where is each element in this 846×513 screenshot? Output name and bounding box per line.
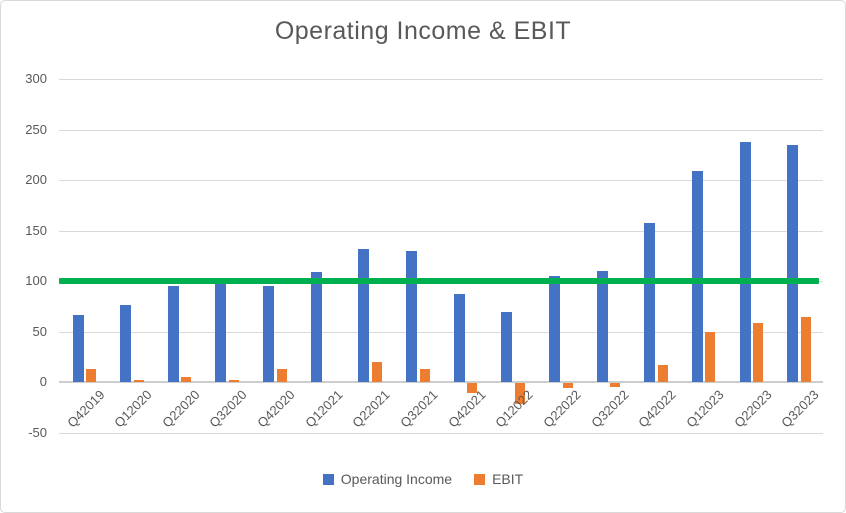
bar-operating-income-q42021 (453, 294, 465, 382)
bar-operating-income-q42019 (72, 315, 84, 382)
bar-operating-income-q42020 (263, 286, 275, 382)
bar-ebit-q42022 (657, 364, 668, 382)
bar-operating-income-q22020 (167, 286, 179, 382)
y-axis-tick-label-300: 300 (25, 71, 47, 86)
gridline-300 (59, 79, 823, 80)
bar-ebit-q42019 (86, 368, 96, 382)
bar-operating-income-q12020 (120, 305, 132, 382)
bar-ebit-q32022 (610, 383, 621, 388)
bar-operating-income-q12022 (501, 312, 513, 382)
bar-ebit-q32023 (800, 317, 811, 382)
bar-operating-income-q22021 (358, 248, 370, 382)
gridline-250 (59, 129, 823, 131)
bar-operating-income-q22022 (549, 275, 560, 382)
bar-ebit-q42021 (467, 383, 478, 394)
legend: Operating Income EBIT (1, 471, 845, 487)
gridline-50 (59, 331, 823, 333)
y-axis-tick-label-150: 150 (25, 222, 47, 238)
bar-operating-income-q42022 (644, 223, 656, 382)
bar-operating-income-q12021 (310, 271, 322, 382)
legend-label-ebit: EBIT (492, 471, 524, 487)
legend-item-ebit: EBIT (474, 471, 523, 487)
bar-operating-income-q32023 (787, 144, 799, 382)
bar-ebit-q32021 (419, 368, 430, 382)
legend-swatch-operating-income (322, 473, 334, 485)
y-axis-tick-label--50: -50 (28, 424, 47, 440)
bar-ebit-q22020 (181, 376, 192, 382)
y-axis-tick-label-50: 50 (32, 323, 47, 339)
bar-ebit-q12022 (514, 383, 525, 405)
legend-label-operating-income: Operating Income (340, 471, 453, 487)
bar-ebit-q32020 (228, 379, 239, 382)
y-axis-tick-label-250: 250 (25, 121, 47, 137)
bar-operating-income-q32020 (215, 283, 227, 382)
bar-ebit-q12020 (133, 379, 144, 382)
bar-operating-income-q22023 (739, 141, 751, 382)
bar-ebit-q22021 (371, 361, 382, 382)
gridline--50 (59, 432, 823, 434)
bar-ebit-q42020 (276, 368, 287, 382)
chart-title: Operating Income & EBIT (274, 17, 572, 45)
x-axis-line (59, 381, 823, 383)
bar-operating-income-q32022 (596, 270, 608, 382)
gridline-200 (59, 180, 823, 181)
y-axis-tick-label-0: 0 (39, 374, 47, 389)
y-axis-tick-label-100: 100 (25, 273, 47, 288)
bar-operating-income-q12023 (691, 170, 703, 382)
gridline-150 (59, 230, 823, 232)
bar-ebit-q22022 (562, 383, 573, 389)
bar-operating-income-q32021 (406, 250, 418, 382)
bar-ebit-q12023 (705, 331, 716, 382)
bar-ebit-q22023 (753, 323, 764, 382)
target-reference-line (59, 278, 819, 284)
legend-swatch-ebit (474, 473, 486, 485)
legend-item-operating-income: Operating Income (322, 471, 453, 487)
y-axis-tick-label-200: 200 (25, 172, 47, 187)
